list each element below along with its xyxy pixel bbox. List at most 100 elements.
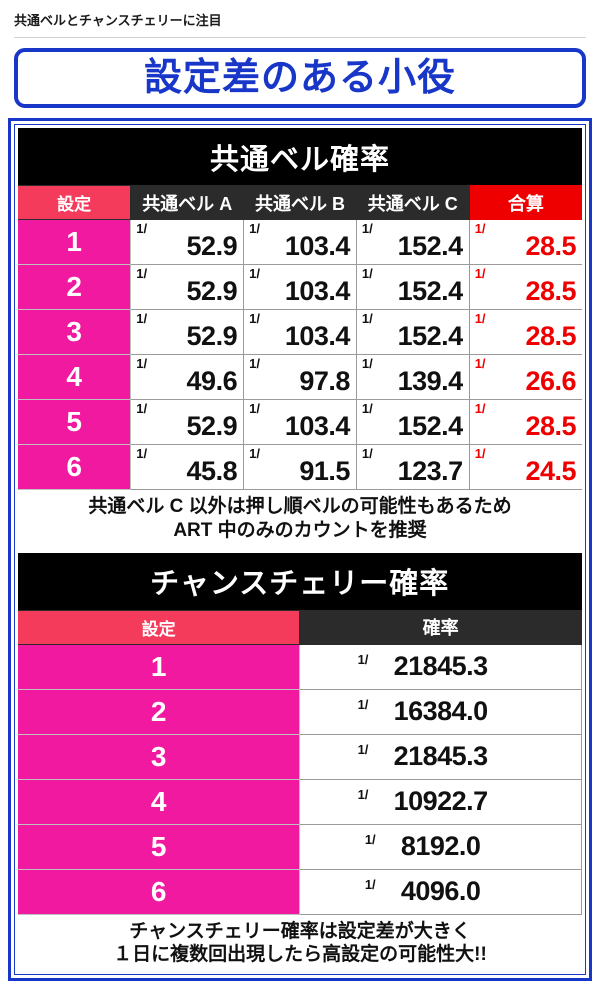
note2-line2: １日に複数回出現したら高設定の可能性大!! bbox=[113, 944, 487, 966]
denominator-prefix: 1/ bbox=[357, 742, 369, 757]
table-row: 6 1/4096.0 bbox=[18, 868, 582, 915]
table1-setting: 6 bbox=[18, 444, 132, 490]
table-row: 5 1/8192.0 bbox=[18, 823, 582, 870]
denominator-prefix: 1/ bbox=[361, 446, 373, 461]
table1-bell-a-cell: 1/49.6 bbox=[130, 354, 245, 400]
table-row: 4 1/49.6 1/97.8 1/139.4 1/26.6 bbox=[18, 354, 582, 400]
denominator-prefix: 1/ bbox=[364, 832, 376, 847]
denominator-prefix: 1/ bbox=[136, 446, 148, 461]
table1-bell-b-cell: 1/103.4 bbox=[243, 219, 357, 265]
table2-rate-cell: 1/10922.7 bbox=[299, 778, 582, 825]
table2-setting: 4 bbox=[18, 778, 301, 825]
table1-bell-b-cell: 1/103.4 bbox=[243, 399, 357, 445]
table2-rate-cell: 1/16384.0 bbox=[299, 688, 582, 735]
content-frame: 共通ベル確率 設定 共通ベル A 共通ベル B 共通ベル C 合算 1 1/52… bbox=[8, 118, 592, 981]
denominator-prefix: 1/ bbox=[474, 266, 486, 281]
table-row: 3 1/52.9 1/103.4 1/152.4 1/28.5 bbox=[18, 309, 582, 355]
denominator-prefix: 1/ bbox=[474, 446, 486, 461]
denominator-prefix: 1/ bbox=[136, 401, 148, 416]
page-caption: 共通ベルとチャンスチェリーに注目 bbox=[14, 13, 222, 28]
table1-bell-b-cell: 1/103.4 bbox=[243, 264, 357, 310]
table1-setting: 5 bbox=[18, 399, 132, 445]
denominator-prefix: 1/ bbox=[474, 311, 486, 326]
denominator-prefix: 1/ bbox=[474, 356, 486, 371]
table-row: 5 1/52.9 1/103.4 1/152.4 1/28.5 bbox=[18, 399, 582, 445]
value: 8192.0 bbox=[400, 831, 481, 861]
value: 152.4 bbox=[397, 231, 464, 261]
value: 52.9 bbox=[186, 411, 238, 441]
denominator-prefix: 1/ bbox=[361, 401, 373, 416]
note1-line2: ART 中のみのカウントを推奨 bbox=[173, 519, 427, 541]
table2-rate-cell: 1/4096.0 bbox=[299, 868, 582, 915]
denominator-prefix: 1/ bbox=[361, 266, 373, 281]
table1-total-cell: 1/28.5 bbox=[468, 219, 582, 265]
value: 28.5 bbox=[525, 411, 576, 441]
table1-bell-a-cell: 1/45.8 bbox=[130, 444, 245, 490]
table1-total-cell: 1/28.5 bbox=[468, 309, 582, 355]
chance-cherry-note: チャンスチェリー確率は設定差が大きく １日に複数回出現したら高設定の可能性大!! bbox=[18, 914, 582, 971]
caption-divider bbox=[14, 37, 586, 38]
denominator-prefix: 1/ bbox=[357, 652, 369, 667]
table1-title: 共通ベル確率 bbox=[18, 128, 582, 186]
denominator-prefix: 1/ bbox=[136, 221, 148, 236]
table1-bell-b-cell: 1/91.5 bbox=[243, 444, 357, 490]
table1-bell-b-cell: 1/97.8 bbox=[243, 354, 357, 400]
common-bell-table: 共通ベル確率 設定 共通ベル A 共通ベル B 共通ベル C 合算 1 1/52… bbox=[18, 128, 582, 490]
note2-line1: チャンスチェリー確率は設定差が大きく bbox=[129, 920, 471, 942]
table-row: 4 1/10922.7 bbox=[18, 778, 582, 825]
table1-header-total: 合算 bbox=[468, 185, 582, 220]
value: 103.4 bbox=[284, 231, 351, 261]
table2-setting: 6 bbox=[18, 868, 301, 915]
table1-total-cell: 1/24.5 bbox=[468, 444, 582, 490]
table2-header-row: 設定 確率 bbox=[18, 609, 582, 645]
value: 103.4 bbox=[284, 276, 351, 306]
value: 139.4 bbox=[397, 366, 464, 396]
table2-setting: 1 bbox=[18, 643, 301, 690]
table-row: 1 1/52.9 1/103.4 1/152.4 1/28.5 bbox=[18, 219, 582, 265]
table2-setting: 5 bbox=[18, 823, 301, 870]
table2-title: チャンスチェリー確率 bbox=[18, 552, 582, 610]
banner-title: 設定差のある小役 bbox=[143, 57, 456, 99]
table1-header-row: 設定 共通ベル A 共通ベル B 共通ベル C 合算 bbox=[18, 185, 582, 220]
table2-rate-cell: 1/21845.3 bbox=[299, 733, 582, 780]
table-row: 6 1/45.8 1/91.5 1/123.7 1/24.5 bbox=[18, 444, 582, 490]
table1-setting: 4 bbox=[18, 354, 132, 400]
table1-bell-a-cell: 1/52.9 bbox=[130, 399, 245, 445]
table2-rate-cell: 1/8192.0 bbox=[299, 823, 582, 870]
denominator-prefix: 1/ bbox=[249, 446, 260, 461]
value: 152.4 bbox=[397, 276, 464, 306]
table2-rate-cell: 1/21845.3 bbox=[299, 643, 582, 690]
value: 52.9 bbox=[186, 276, 238, 306]
table1-title-row: 共通ベル確率 bbox=[18, 128, 582, 186]
value: 52.9 bbox=[186, 231, 238, 261]
table2-title-row: チャンスチェリー確率 bbox=[18, 552, 582, 610]
value: 26.6 bbox=[525, 366, 576, 396]
value: 16384.0 bbox=[393, 696, 489, 726]
value: 10922.7 bbox=[393, 786, 489, 816]
value: 49.6 bbox=[186, 366, 238, 396]
table1-header-bell-c: 共通ベル C bbox=[355, 185, 470, 220]
table2-setting: 3 bbox=[18, 733, 301, 780]
denominator-prefix: 1/ bbox=[474, 221, 486, 236]
denominator-prefix: 1/ bbox=[249, 401, 260, 416]
value: 24.5 bbox=[525, 456, 576, 486]
table1-bell-a-cell: 1/52.9 bbox=[130, 309, 245, 355]
denominator-prefix: 1/ bbox=[249, 221, 260, 236]
denominator-prefix: 1/ bbox=[136, 266, 148, 281]
value: 52.9 bbox=[186, 321, 238, 351]
table1-bell-a-cell: 1/52.9 bbox=[130, 219, 245, 265]
table1-setting: 2 bbox=[18, 264, 132, 310]
denominator-prefix: 1/ bbox=[361, 356, 373, 371]
value: 103.4 bbox=[284, 411, 351, 441]
table1-bell-c-cell: 1/152.4 bbox=[355, 399, 470, 445]
table1-bell-b-cell: 1/103.4 bbox=[243, 309, 357, 355]
table1-setting: 3 bbox=[18, 309, 132, 355]
denominator-prefix: 1/ bbox=[249, 266, 260, 281]
table2-setting: 2 bbox=[18, 688, 301, 735]
table1-bell-c-cell: 1/123.7 bbox=[355, 444, 470, 490]
denominator-prefix: 1/ bbox=[474, 401, 486, 416]
note1-line1: 共通ベル C 以外は押し順ベルの可能性もあるため bbox=[88, 496, 512, 517]
denominator-prefix: 1/ bbox=[249, 356, 260, 371]
denominator-prefix: 1/ bbox=[136, 356, 148, 371]
